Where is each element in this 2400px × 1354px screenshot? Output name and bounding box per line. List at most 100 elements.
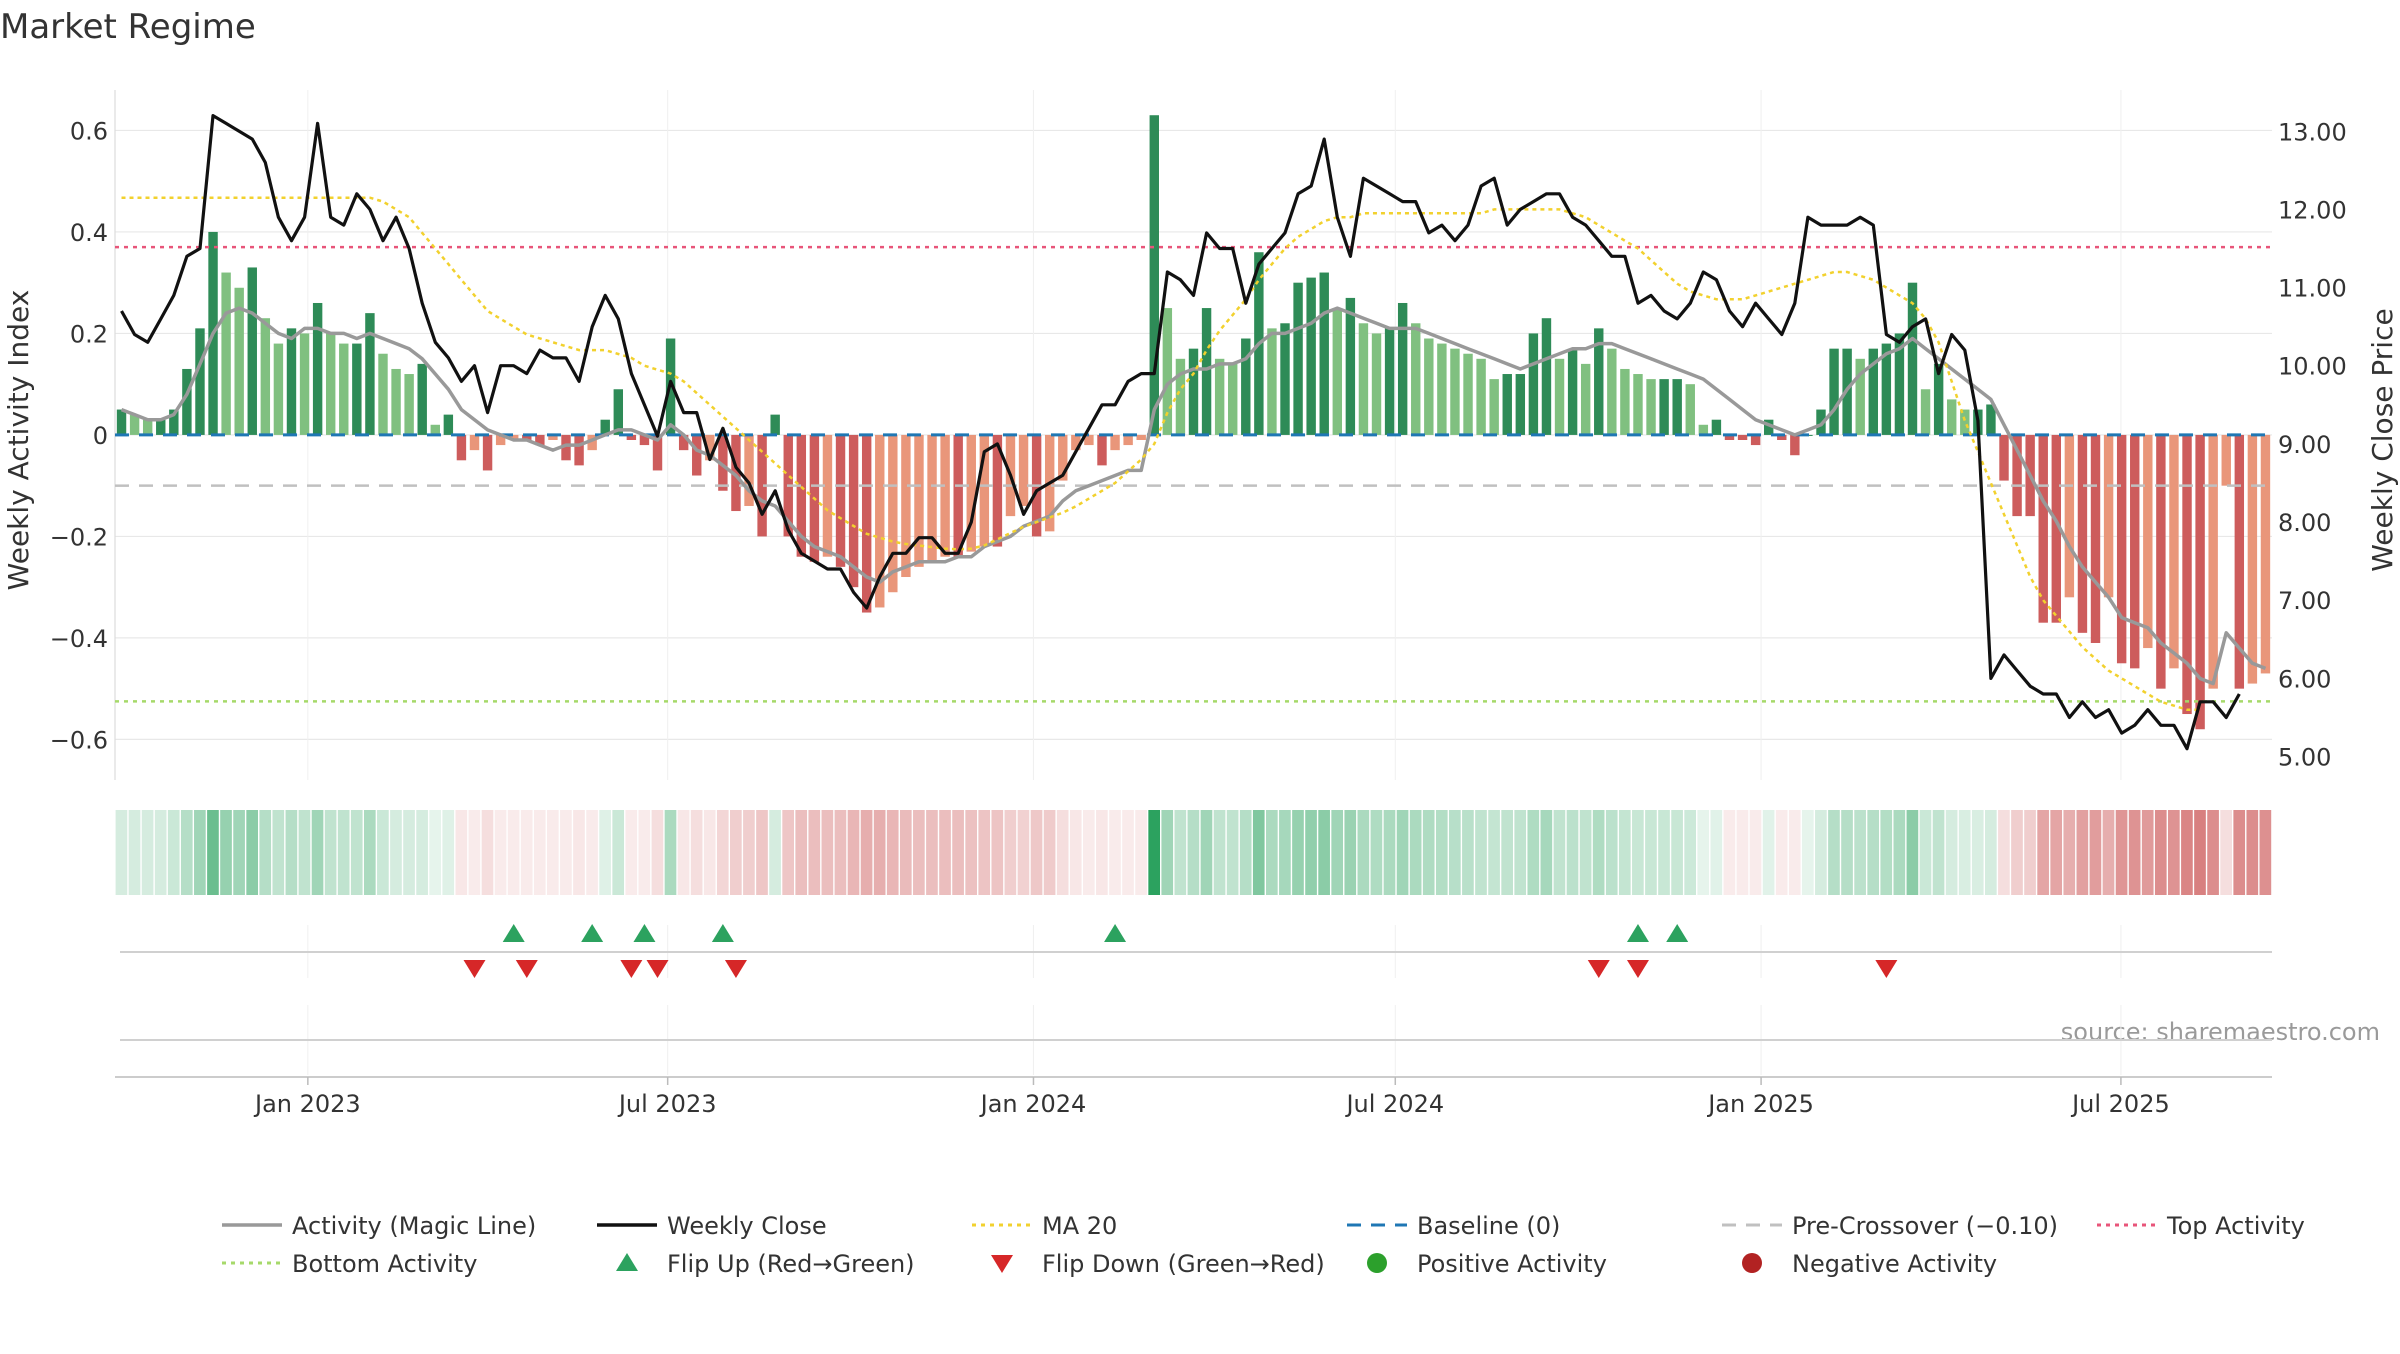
strip-cell: [207, 810, 219, 895]
strip-cell: [2154, 810, 2167, 895]
strip-cell: [416, 810, 428, 895]
activity-bar: [1502, 374, 1512, 435]
activity-bar: [639, 434, 650, 446]
activity-bar: [744, 434, 754, 506]
strip-cell: [1030, 810, 1043, 895]
flip-down-marker: [724, 960, 747, 978]
activity-bar: [2130, 434, 2140, 669]
activity-bar: [770, 414, 780, 435]
strip-cell: [1475, 810, 1487, 895]
activity-bar: [1633, 374, 1643, 435]
legend-item: Flip Up (Red→Green): [616, 1250, 915, 1278]
strip-cell: [1723, 810, 1736, 895]
strip-cell: [259, 810, 272, 895]
strip-cell: [808, 810, 821, 895]
strip-cell: [1017, 810, 1030, 895]
activity-bar: [1541, 318, 1552, 435]
flip-up-marker: [1626, 924, 1649, 942]
activity-bar: [495, 434, 506, 446]
y-right-axis-label: Weekly Close Price: [2366, 308, 2399, 571]
activity-bar: [404, 374, 414, 435]
strip-cell: [1004, 810, 1017, 895]
strip-cell: [1749, 810, 1762, 895]
dot-icon: [1742, 1253, 1762, 1273]
strip-cell: [1579, 810, 1592, 895]
strip-cell: [1435, 810, 1448, 895]
strip-cell: [1671, 810, 1683, 895]
activity-bar: [1790, 434, 1800, 456]
strip-cell: [1370, 810, 1383, 895]
strip-cell: [442, 810, 455, 895]
activity-bar: [1515, 374, 1526, 435]
activity-bar: [2038, 434, 2048, 623]
strip-cell: [1697, 810, 1710, 895]
activity-bar: [221, 272, 231, 435]
activity-bar: [822, 434, 833, 557]
activity-bar: [247, 267, 257, 435]
flip-down-marker: [1875, 960, 1898, 978]
strip-cell: [599, 810, 611, 895]
activity-bar: [1698, 424, 1709, 435]
x-axis: Jan 2023 Jul 2023 Jan 2024 Jul 2024 Jan 2025…: [115, 1076, 2272, 1118]
strip-cell: [350, 810, 363, 895]
strip-cell: [1605, 810, 1618, 895]
strip-cell: [1096, 810, 1108, 895]
strip-cell: [939, 810, 951, 895]
activity-bar: [940, 434, 950, 557]
strip-cell: [1854, 810, 1866, 895]
activity-bar: [927, 434, 937, 562]
activity-bar: [1685, 384, 1695, 435]
activity-strip: [115, 810, 2272, 895]
legend-label: Pre-Crossover (−0.10): [1792, 1212, 2058, 1240]
strip-cell: [2063, 810, 2076, 895]
activity-bar: [1580, 363, 1591, 435]
strip-cell: [1618, 810, 1631, 895]
activity-bar: [509, 434, 519, 440]
magic-line-series: [120, 306, 2267, 686]
activity-bar: [1855, 358, 1865, 435]
strip-cell: [978, 810, 991, 895]
flip-down-icon: [991, 1255, 1013, 1273]
activity-bar: [835, 434, 846, 567]
strip-cell: [690, 810, 703, 895]
strip-cell: [2168, 810, 2180, 895]
activity-bar: [901, 434, 911, 578]
strip-cell: [2141, 810, 2154, 895]
source-label: source: sharemaestro.com: [2061, 1018, 2380, 1046]
strip-cell: [429, 810, 442, 895]
x-tick-label: Jan 2025: [1706, 1090, 1814, 1118]
activity-bar: [116, 409, 127, 435]
activity-bar: [587, 434, 597, 451]
activity-bar: [234, 287, 244, 435]
strip-cell: [1396, 810, 1409, 895]
activity-bar: [129, 414, 140, 435]
activity-bar: [443, 414, 454, 435]
strip-cell: [1828, 810, 1840, 895]
strip-cell: [1684, 810, 1696, 895]
legend-label: Weekly Close: [667, 1212, 827, 1240]
activity-bar: [1450, 348, 1460, 435]
strip-cell: [1305, 810, 1317, 895]
strip-cell: [1462, 810, 1474, 895]
strip-cell: [2259, 810, 2272, 895]
strip-cell: [2233, 810, 2246, 895]
activity-bar: [1528, 333, 1539, 435]
flip-up-marker: [1104, 924, 1127, 942]
strip-cell: [180, 810, 193, 895]
activity-bar: [2103, 434, 2114, 598]
strip-cell: [873, 810, 886, 895]
strip-cell: [1422, 810, 1435, 895]
strip-cell: [455, 810, 468, 895]
weekly-close-series: [120, 113, 2241, 751]
activity-bar: [2247, 434, 2258, 684]
strip-cell: [2050, 810, 2063, 895]
strip-cell: [716, 810, 729, 895]
strip-cell: [128, 810, 141, 895]
strip-cell: [2128, 810, 2141, 895]
activity-bar: [953, 434, 963, 557]
y-right-tick-label: 7.00: [2278, 587, 2331, 615]
activity-bar: [692, 434, 702, 476]
activity-bar: [1659, 379, 1669, 435]
activity-bar: [1933, 363, 1944, 435]
